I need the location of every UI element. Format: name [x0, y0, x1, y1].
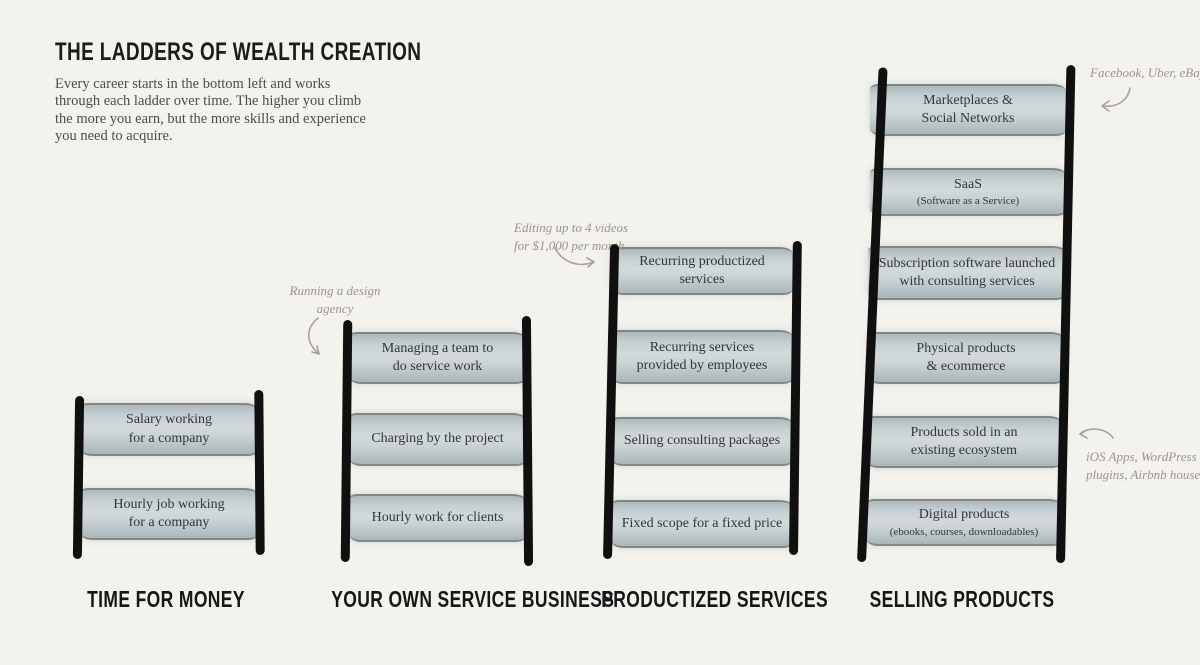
rung-label: Salary working for a company — [126, 412, 212, 446]
annotation-video-editing: Editing up to 4 videos for $1,000 per mo… — [514, 220, 629, 253]
ladder-rung: Recurring services provided by employees — [611, 330, 793, 384]
ladder1-caption: TIME FOR MONEY — [87, 586, 245, 612]
rung-label: Recurring productized services — [639, 253, 765, 287]
ladder4-left-rail — [857, 67, 888, 563]
rung-label: Hourly job working for a company — [113, 496, 225, 530]
curved-arrow-icon — [1079, 428, 1114, 439]
rung-label: Selling consulting packages — [623, 433, 781, 449]
curved-arrow-icon — [554, 247, 595, 268]
ladder4-caption: SELLING PRODUCTS — [869, 586, 1055, 612]
ladder-rung: SaaS (Software as a Service) — [870, 168, 1066, 216]
page-subtitle: Every career starts in the bottom left a… — [55, 76, 366, 145]
ladder-rung: Salary working for a company — [80, 403, 258, 456]
rung-sublabel: (Software as a Service) — [916, 195, 1020, 208]
ladder-rung: Marketplaces & Social Networks — [870, 84, 1066, 136]
curved-arrow-icon — [307, 317, 320, 355]
ladder3-caption: PRODUCTIZED SERVICES — [601, 586, 828, 612]
rung-label: Products sold in an existing ecosystem — [910, 424, 1018, 458]
rung-label: Managing a team to do service work — [381, 340, 494, 374]
ladder2-right-rail — [521, 315, 534, 567]
header: THE LADDERS OF WEALTH CREATION Every car… — [55, 38, 422, 146]
rung-label: Digital products — [918, 507, 1010, 523]
rung-label: Hourly work for clients — [371, 509, 504, 525]
ladder-rung: Physical products & ecommerce — [868, 332, 1064, 384]
rung-label: SaaS — [954, 176, 982, 192]
ladder-rung: Hourly job working for a company — [80, 488, 258, 540]
ladder-rung: Managing a team to do service work — [349, 332, 526, 384]
rung-label: Subscription software launched with cons… — [878, 255, 1056, 289]
ladder2-caption: YOUR OWN SERVICE BUSINESS — [331, 586, 615, 612]
ladder-rung: Recurring productized services — [611, 247, 793, 295]
rung-label: Marketplaces & Social Networks — [921, 92, 1015, 126]
annotation-marketplaces-examples: Facebook, Uber, eBay — [1090, 65, 1200, 80]
ladder-rung: Selling consulting packages — [611, 417, 793, 466]
rung-label: Fixed scope for a fixed price — [621, 515, 783, 531]
rung-label: Physical products & ecommerce — [916, 340, 1016, 374]
annotation-design-agency: Running a design agency — [289, 283, 381, 316]
ladder-rung: Products sold in an existing ecosystem — [866, 416, 1062, 468]
ladder-rung: Hourly work for clients — [349, 494, 526, 542]
ladder1-right-rail — [254, 389, 265, 556]
ladder4-right-rail — [1056, 65, 1076, 564]
rung-sublabel: (ebooks, courses, downloadables) — [889, 525, 1039, 538]
rung-label: Charging by the project — [371, 431, 504, 447]
ladder-rung: Fixed scope for a fixed price — [611, 500, 793, 548]
ladder-rung: Subscription software launched with cons… — [868, 246, 1066, 300]
ladder-rung: Digital products (ebooks, courses, downl… — [866, 499, 1062, 546]
rung-label: Recurring services provided by employees — [636, 339, 768, 373]
curved-arrow-icon — [1101, 87, 1131, 112]
ladder-rung: Charging by the project — [349, 413, 526, 466]
page-title: THE LADDERS OF WEALTH CREATION — [55, 38, 422, 66]
annotation-ecosystem-examples: iOS Apps, WordPress plugins, Airbnb hous… — [1086, 449, 1200, 482]
